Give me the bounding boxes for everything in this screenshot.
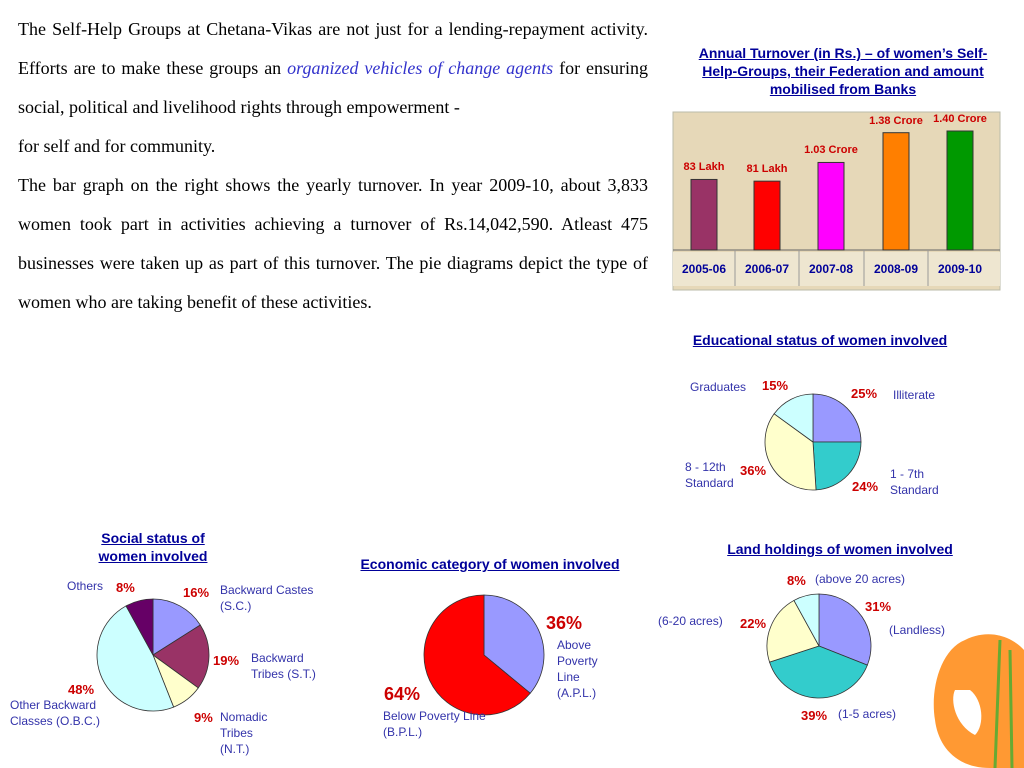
chart-title: Educational status of women involved [692,332,948,348]
slice-percent: 15% [762,378,789,393]
pie-slice [818,593,872,666]
pie-slice [773,393,814,443]
pie-slice [812,441,862,491]
logo-shape [933,634,1024,768]
chart-title: Annual Turnover (in Rs.) – of women’s Se… [698,45,988,97]
slice-name: Nomadic Tribes (N.T.) [220,710,268,756]
slice-name: (1-5 acres) [838,707,897,721]
value-label: 1.03 Crore [804,144,858,157]
bar [690,178,718,251]
slice-percent: 8% [787,573,806,588]
bar [753,180,781,251]
value-label: 1.40 Crore [933,113,987,125]
slice-percent: 36% [740,463,767,478]
slice-name: Illiterate [893,388,936,402]
slice-percent: 9% [194,710,213,725]
slice-name: (6-20 acres) [658,614,723,628]
slice-percent: 19% [213,653,240,668]
value-label: 83 Lakh [683,161,725,174]
slice-name: Backward Tribes (S.T.) [251,651,316,681]
slice-name: (Landless) [889,623,946,637]
slice-name: Graduates [690,380,747,394]
slice-percent: 24% [852,479,879,494]
logo [933,634,1024,768]
chart-title: Social status of women involved [98,530,208,564]
pie-slice [152,598,201,656]
pie-slice [483,594,545,694]
slice-percent: 48% [68,682,95,697]
bar [817,161,845,251]
slice-percent: 8% [116,580,135,595]
slice-name: Below Poverty Line (B.P.L.) [383,709,486,739]
slice-name: Backward Castes (S.C.) [220,583,314,613]
slice-name: Other Backward Classes (O.B.C.) [10,698,101,728]
slice-percent: 22% [740,616,767,631]
pie-slice [766,599,820,663]
slice-percent: 31% [865,599,892,614]
chart-title: Economic category of women involved [360,556,620,572]
slice-name: 8 - 12th Standard [685,460,734,490]
pie-slice [125,598,154,656]
pie-slice [423,594,531,716]
logo-face [953,690,982,735]
paragraph: The Self-Help Groups at Chetana-Vikas ar… [18,10,648,166]
slice-name: Above Poverty Line (A.P.L.) [557,638,598,700]
category-label: 2006-07 [744,262,790,276]
pie-slice [812,393,862,443]
logo-stalk [993,639,1014,768]
slice-name: 1 - 7th Standard [890,467,939,497]
value-label: 1.38 Crore [869,114,923,127]
text: The bar graph on the right shows the yea… [18,175,648,312]
category-band [673,252,1000,286]
text: for ensuring social, political and livel… [18,58,648,117]
paragraph: The bar graph on the right shows the yea… [18,166,648,322]
slice-percent: 16% [183,585,210,600]
body-text: The Self-Help Groups at Chetana-Vikas ar… [18,10,648,322]
chart-title: Land holdings of women involved [727,541,953,557]
category-label: 2007-08 [808,262,854,276]
value-label: 81 Lakh [746,163,788,176]
category-label: 2009-10 [937,262,983,276]
slice-percent: 25% [851,386,878,401]
slice-name: Others [67,579,104,593]
category-label: 2005-06 [681,262,727,276]
category-label: 2008-09 [873,262,919,276]
emphasis: organized vehicles of change agents [287,58,554,78]
pie-slice [96,605,175,712]
bar [946,130,974,251]
slice-percent: 64% [384,684,421,704]
slice-name: (above 20 acres) [815,572,906,586]
pie-slice [152,624,210,689]
text: The Self-Help Groups at Chetana-Vikas ar… [18,19,648,78]
slice-percent: 36% [546,613,583,633]
bar [882,132,910,251]
text: for self and for community. [18,136,216,156]
slice-percent: 39% [801,708,828,723]
pie-slice [769,645,868,699]
pie-slice [793,593,820,647]
pie-slice [764,413,817,491]
